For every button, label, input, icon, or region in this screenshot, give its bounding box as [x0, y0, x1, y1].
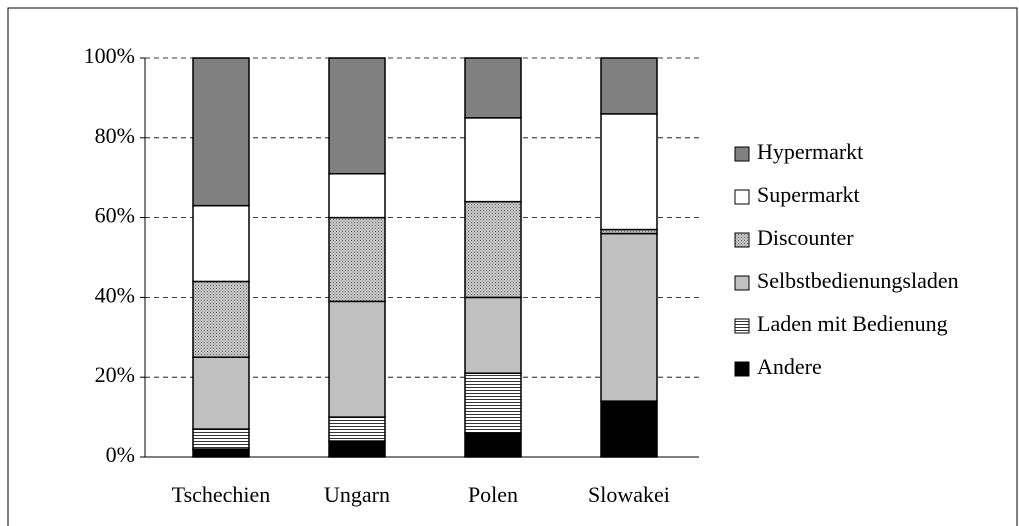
bar-segment — [192, 356, 250, 430]
bar-segment — [192, 57, 250, 207]
y-tick-label: 100% — [84, 43, 135, 68]
legend-swatch — [734, 232, 750, 248]
bar-segment — [600, 400, 658, 458]
x-tick-label: Polen — [468, 482, 518, 507]
bar-segment — [464, 57, 522, 119]
y-tick-label: 60% — [95, 203, 135, 228]
legend-swatch — [734, 275, 750, 291]
x-tick-label: Slowakei — [588, 482, 670, 507]
x-tick-label: Ungarn — [324, 482, 390, 507]
x-tick-label: Tschechien — [172, 482, 271, 507]
frame — [7, 7, 1018, 526]
bar-segment — [464, 200, 522, 299]
legend-label: Discounter — [757, 225, 854, 250]
bar-segment — [328, 172, 386, 219]
legend-label: Selbstbedienungsladen — [757, 268, 959, 293]
legend-label: Andere — [757, 354, 822, 379]
legend-swatch — [734, 146, 750, 162]
bar-segment — [328, 300, 386, 418]
legend-swatch — [734, 189, 750, 205]
bar-segment — [192, 204, 250, 283]
bar-segment — [464, 296, 522, 374]
bar-segment — [464, 372, 522, 434]
bar-segment — [328, 440, 386, 458]
y-tick-label: 80% — [95, 123, 135, 148]
bar-segment — [328, 416, 386, 442]
y-tick-label: 40% — [95, 282, 135, 307]
bar-segment — [192, 280, 250, 358]
legend-swatch — [734, 318, 750, 334]
bar-segment — [600, 57, 658, 115]
legend-swatch — [734, 361, 750, 377]
legend-label: Supermarkt — [757, 182, 860, 207]
y-tick-label: 20% — [95, 362, 135, 387]
bar-segment — [464, 432, 522, 458]
legend-label: Hypermarkt — [757, 139, 863, 164]
bar-segment — [328, 57, 386, 175]
y-tick-label: 0% — [106, 442, 135, 467]
bar-segment — [464, 117, 522, 203]
bar-segment — [600, 232, 658, 402]
bar-segment — [600, 113, 658, 231]
bar-segment — [328, 216, 386, 303]
legend-label: Laden mit Bedienung — [757, 311, 948, 336]
bar-segment — [192, 448, 250, 458]
bar-segment — [192, 428, 250, 450]
